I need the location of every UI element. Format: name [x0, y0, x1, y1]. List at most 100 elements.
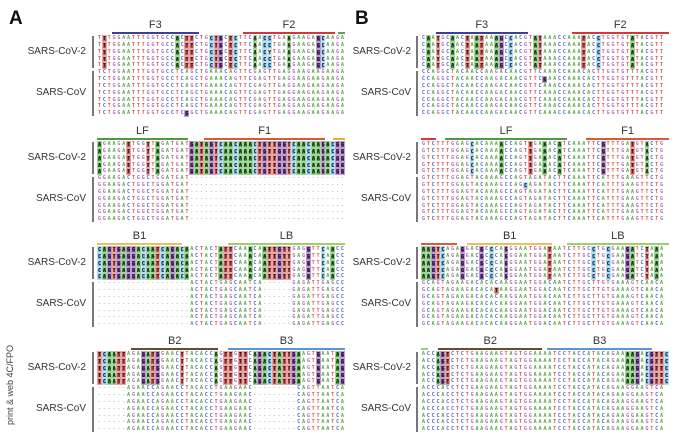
nucleotide: C: [248, 82, 252, 89]
nucleotide: A: [548, 141, 552, 147]
nucleotide: G: [514, 357, 518, 364]
nucleotide: -: [117, 293, 121, 300]
nucleotide: A: [572, 62, 576, 69]
nucleotide: A: [247, 266, 253, 274]
nucleotide: G: [528, 392, 532, 399]
nucleotide: -: [287, 202, 291, 209]
nucleotide: G: [169, 259, 175, 267]
nucleotide: C: [475, 273, 479, 280]
nucleotide: -: [316, 216, 320, 223]
nucleotide: T: [272, 89, 276, 96]
nucleotide: A: [577, 48, 581, 55]
nucleotide: T: [606, 188, 610, 195]
primer-label: F2: [613, 19, 627, 31]
nucleotide: A: [155, 168, 161, 176]
nucleotide: -: [112, 426, 116, 433]
nucleotide: A: [553, 273, 557, 280]
nucleotide: C: [180, 412, 184, 419]
nucleotide: A: [645, 314, 649, 321]
nucleotide: C: [577, 351, 581, 357]
nucleotide: A: [340, 110, 344, 117]
nucleotide: T: [257, 168, 263, 176]
nucleotide: C: [557, 385, 562, 392]
nucleotide: -: [267, 314, 272, 321]
nucleotide: C: [655, 385, 659, 392]
nucleotide: A: [122, 62, 126, 69]
nucleotide: T: [223, 371, 229, 379]
nucleotide: -: [195, 216, 199, 223]
nucleotide: T: [185, 216, 189, 223]
nucleotide: C: [248, 385, 252, 392]
nucleotide: G: [262, 168, 268, 176]
nucleotide: C: [475, 82, 479, 89]
nucleotide: A: [258, 110, 262, 117]
nucleotide: -: [156, 287, 160, 294]
nucleotide: A: [577, 168, 581, 175]
nucleotide: G: [519, 195, 523, 202]
nucleotide: C: [209, 314, 213, 321]
nucleotide: G: [611, 110, 615, 117]
group-label-sars-cov: SARS-CoV: [35, 298, 86, 310]
nucleotide: G: [625, 398, 630, 405]
nucleotide: A: [330, 246, 336, 253]
nucleotide: G: [315, 62, 321, 70]
nucleotide: A: [136, 392, 140, 399]
nucleotide: T: [242, 357, 248, 365]
nucleotide: -: [253, 412, 257, 419]
nucleotide: T: [242, 378, 248, 386]
nucleotide: T: [455, 398, 459, 405]
nucleotide: G: [287, 96, 291, 103]
nucleotide: A: [504, 314, 508, 321]
nucleotide: A: [127, 364, 131, 371]
nucleotide: T: [655, 195, 659, 202]
nucleotide: G: [611, 103, 615, 110]
nucleotide: -: [180, 307, 184, 314]
nucleotide: T: [242, 364, 248, 372]
nucleotide: -: [272, 182, 276, 189]
nucleotide: T: [655, 168, 659, 175]
nucleotide: T: [185, 188, 189, 195]
nucleotide: A: [475, 202, 479, 209]
nucleotide: -: [282, 405, 286, 412]
nucleotide: T: [311, 398, 315, 405]
nucleotide: T: [655, 147, 659, 154]
nucleotide: A: [258, 314, 262, 321]
nucleotide: G: [136, 175, 140, 182]
nucleotide: G: [219, 419, 223, 426]
nucleotide: C: [591, 110, 596, 117]
nucleotide: A: [238, 300, 242, 307]
nucleotide: C: [504, 55, 508, 62]
nucleotide: G: [470, 412, 474, 419]
nucleotide: A: [616, 371, 620, 378]
nucleotide: G: [126, 266, 132, 274]
nucleotide: A: [485, 161, 489, 168]
nucleotide: C: [431, 175, 435, 182]
nucleotide: A: [258, 280, 262, 287]
nucleotide: T: [611, 141, 615, 147]
nucleotide: G: [441, 103, 445, 110]
nucleotide: A: [528, 216, 532, 223]
nucleotide: C: [489, 259, 494, 267]
nucleotide: T: [645, 209, 649, 216]
nucleotide: C: [335, 405, 340, 412]
nucleotide: A: [543, 48, 547, 55]
nucleotide: T: [131, 76, 135, 83]
nucleotide: A: [238, 426, 242, 433]
nucleotide: T: [587, 161, 591, 168]
nucleotide: T: [214, 412, 218, 419]
nucleotide: -: [292, 398, 296, 405]
nucleotide: A: [553, 48, 557, 55]
nucleotide: A: [587, 62, 591, 69]
nucleotide: G: [509, 266, 513, 273]
nucleotide: T: [311, 405, 315, 412]
nucleotide: G: [611, 398, 615, 405]
nucleotide: A: [514, 62, 518, 69]
nucleotide: A: [431, 110, 435, 117]
nucleotide: T: [659, 76, 664, 83]
nucleotide: C: [475, 287, 479, 294]
nucleotide: T: [533, 82, 537, 89]
nucleotide: C: [101, 357, 107, 365]
nucleotide: G: [621, 35, 625, 41]
